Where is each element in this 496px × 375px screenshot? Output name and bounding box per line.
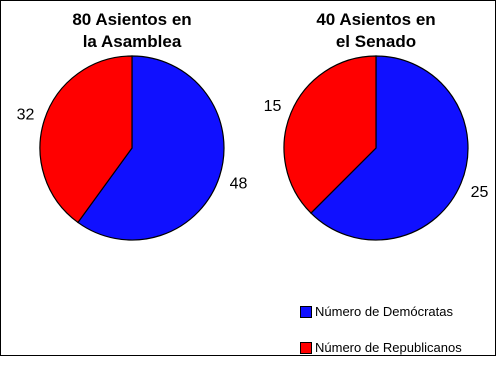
assembly-slice-republicans xyxy=(39,55,133,224)
senate-slice-democrats xyxy=(310,55,469,241)
senate-title-line-1: 40 Asientos en xyxy=(316,10,436,29)
senate-slice-republicans xyxy=(283,55,377,214)
assembly-title-line-1: 80 Asientos en xyxy=(72,10,192,29)
assembly-title-line-2: la Asamblea xyxy=(82,32,182,51)
legend-swatch-republicans xyxy=(300,341,312,354)
legend-item-democrats: Número de Demócratas xyxy=(300,303,462,320)
chart-frame: 80 Asientos en la Asamblea 40 Asientos e… xyxy=(0,0,496,356)
legend-item-republicans: Número de Republicanos xyxy=(300,339,462,356)
senate-title-line-2: el Senado xyxy=(335,32,417,51)
pie-charts: 48 32 25 15 xyxy=(17,55,489,241)
legend-label-republicans: Número de Republicanos xyxy=(315,340,462,355)
senate-label-republicans: 15 xyxy=(264,98,282,115)
assembly-label-democrats: 48 xyxy=(230,176,248,193)
assembly-slice-democrats xyxy=(77,55,225,241)
legend-swatch-democrats xyxy=(300,305,312,318)
legend: Número de Demócratas Número de Republica… xyxy=(300,303,462,375)
assembly-label-republicans: 32 xyxy=(17,106,35,123)
assembly-chart-title: 80 Asientos en la Asamblea xyxy=(37,9,227,53)
senate-chart-title: 40 Asientos en el Senado xyxy=(281,9,471,53)
senate-label-democrats: 25 xyxy=(471,184,489,201)
legend-label-democrats: Número de Demócratas xyxy=(315,304,453,319)
